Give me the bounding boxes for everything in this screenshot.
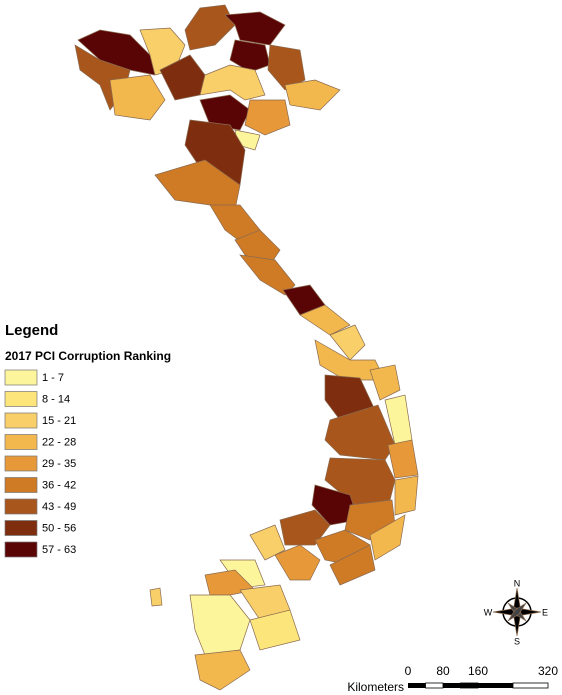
scale-segment [443, 683, 461, 688]
scale-unit: Kilometers [347, 680, 404, 694]
legend-label: 36 - 42 [42, 479, 76, 491]
compass: N S E W [484, 578, 548, 646]
legend-subtitle: 2017 PCI Corruption Ranking [5, 349, 171, 363]
compass-w: W [484, 607, 493, 617]
compass-e: E [542, 607, 548, 617]
legend-label: 43 - 49 [42, 501, 76, 513]
legend-items: 1 - 7 8 - 14 15 - 21 22 - 28 29 - 35 36 - 42 4… [4, 369, 76, 558]
scale-tick-label: 320 [538, 664, 558, 678]
legend-label: 57 - 63 [42, 544, 76, 556]
compass-n: N [514, 578, 521, 588]
legend-swatch [4, 541, 38, 558]
scale-tick-label: 0 [405, 664, 412, 678]
legend-swatch [4, 434, 38, 450]
legend-label: 15 - 21 [42, 415, 76, 427]
legend-swatch [4, 455, 38, 472]
legend-swatch [4, 391, 38, 407]
scale-bar: Kilometers 0 80 160 320 [347, 664, 558, 694]
legend-label: 29 - 35 [42, 458, 76, 470]
scale-segment [425, 682, 444, 689]
scale-tick-label: 160 [468, 664, 488, 678]
scale-segment [408, 683, 426, 688]
legend-label: 50 - 56 [42, 522, 76, 534]
scale-segment [478, 683, 513, 688]
legend-swatch [4, 498, 38, 515]
legend-swatch [4, 477, 38, 493]
legend-swatch [4, 412, 38, 429]
scale-segment [512, 682, 549, 689]
provinces [74, 4, 419, 691]
compass-s: S [514, 636, 520, 646]
scale-segment [460, 682, 479, 689]
scale-tick-label: 80 [436, 664, 450, 678]
legend-label: 8 - 14 [42, 393, 70, 405]
legend-label: 1 - 7 [42, 372, 64, 384]
legend: Legend 2017 PCI Corruption Ranking 1 - 7… [4, 322, 171, 558]
legend-title: Legend [5, 322, 58, 339]
legend-swatch [4, 369, 38, 386]
legend-swatch [4, 520, 38, 536]
legend-label: 22 - 28 [42, 436, 76, 448]
